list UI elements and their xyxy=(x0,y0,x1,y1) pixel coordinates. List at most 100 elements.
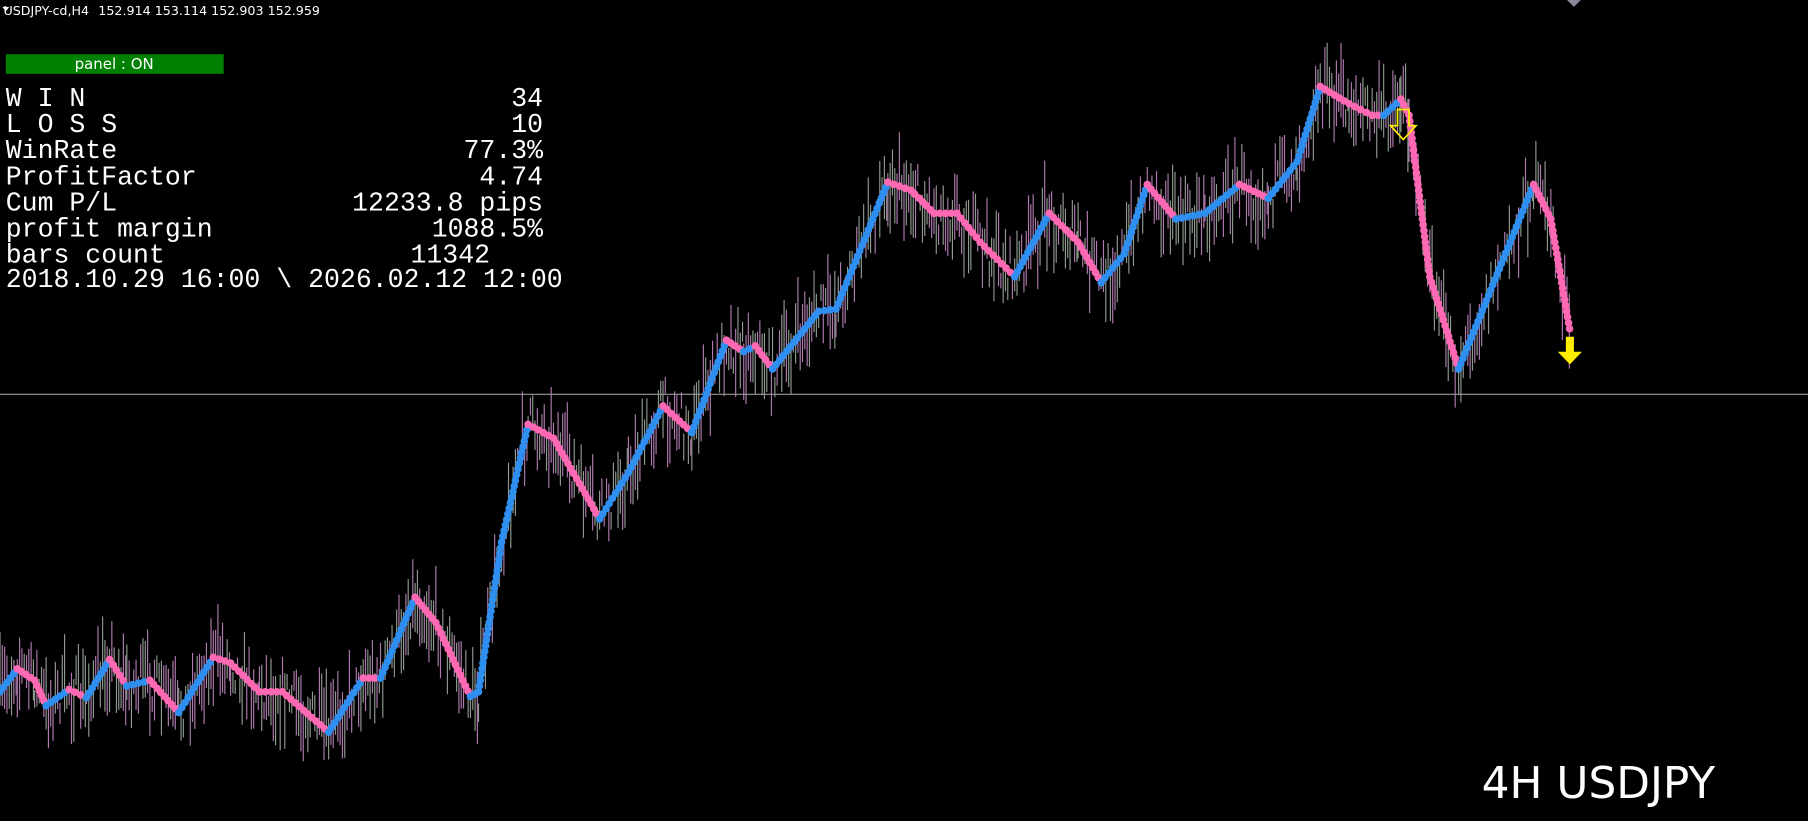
trend-dot xyxy=(489,590,498,598)
trend-dot xyxy=(76,691,85,699)
trend-dot xyxy=(1562,307,1571,316)
trend-dot xyxy=(1374,111,1382,120)
trend-dot xyxy=(1356,105,1365,114)
trend-dot xyxy=(481,641,490,650)
trend-dot xyxy=(826,306,835,314)
trend-dot xyxy=(947,209,956,218)
trend-dot xyxy=(134,679,143,688)
trend-dot xyxy=(370,674,379,682)
trend-dot xyxy=(935,209,944,218)
trend-dot xyxy=(1549,226,1557,235)
trend-dot xyxy=(255,688,264,696)
scroll-marker xyxy=(1567,0,1581,7)
trend-dot xyxy=(1368,111,1376,120)
trend-dot xyxy=(477,670,485,679)
stat-value: 11342 xyxy=(410,240,490,270)
symbol-name: USDJPY-cd,H4 xyxy=(3,3,89,18)
trend-dot xyxy=(1555,267,1564,275)
trend-dot xyxy=(65,685,73,694)
trend-dot xyxy=(1419,221,1427,229)
trend-dot xyxy=(482,636,491,644)
trend-dot xyxy=(496,549,504,558)
trend-dot xyxy=(487,607,495,615)
trend-dot xyxy=(1552,249,1561,258)
stat-label: W I N xyxy=(6,84,86,114)
trend-dot xyxy=(1413,174,1422,183)
trend-dot xyxy=(930,209,938,218)
trend-dot xyxy=(1554,261,1563,270)
trend-dot xyxy=(1561,301,1570,310)
trend-dot xyxy=(1415,192,1424,200)
trend-dot xyxy=(1550,238,1559,246)
trend-dot xyxy=(1362,108,1371,117)
trend-dot xyxy=(71,688,79,696)
trend-dot xyxy=(1183,212,1192,221)
trend-dot xyxy=(1418,215,1427,223)
trend-dot xyxy=(884,178,892,186)
stat-value: 4.74 xyxy=(479,162,543,192)
stats-panel: W I N 34 L O S S 10 WinRate 77.3% ProfitFactor… xyxy=(6,84,543,270)
trend-dot xyxy=(492,572,501,581)
trend-dot xyxy=(475,682,484,690)
ohlc-prices: 152.914 153.114 152.903 152.959 xyxy=(98,3,320,18)
trend-dot xyxy=(495,555,503,564)
trend-dot xyxy=(1178,214,1186,222)
trend-dot xyxy=(1408,134,1416,143)
trend-dot xyxy=(1411,163,1420,172)
trend-dot xyxy=(895,182,904,191)
trend-dot xyxy=(1407,128,1416,137)
trend-dot xyxy=(1172,215,1180,223)
panel-toggle-label[interactable]: panel : ON xyxy=(75,55,154,73)
trend-dot xyxy=(140,678,148,686)
trend-dot xyxy=(1416,197,1424,206)
price-bars xyxy=(0,42,1570,762)
trend-dot xyxy=(1412,169,1421,177)
trend-dot xyxy=(901,184,909,193)
stat-value: 1088.5% xyxy=(432,214,543,244)
stat-label: profit margin xyxy=(6,214,213,244)
date-range: 2018.10.29 16:00 \ 2026.02.12 12:00 xyxy=(6,265,563,295)
trend-dot xyxy=(486,613,494,621)
trend-dot xyxy=(1556,272,1565,281)
trend-dot xyxy=(1558,284,1567,293)
trend-dot xyxy=(1549,232,1558,241)
trend-dot xyxy=(484,624,493,633)
trend-dot xyxy=(1422,249,1431,258)
trend-dot xyxy=(221,657,229,665)
trend-dot xyxy=(483,630,492,638)
trend-dot xyxy=(1425,267,1433,275)
trend-dot xyxy=(493,566,502,575)
trend-dot xyxy=(487,601,496,610)
trend-dot xyxy=(1557,278,1566,287)
trend-dot xyxy=(128,680,137,689)
trend-dot xyxy=(1553,255,1562,264)
trend-dot xyxy=(1547,215,1555,223)
stat-value: 34 xyxy=(511,84,543,114)
trend-dot xyxy=(1414,186,1423,195)
trend-dot xyxy=(1564,319,1573,327)
stat-label: L O S S xyxy=(6,110,117,140)
trend-dot xyxy=(485,618,493,627)
trend-dot xyxy=(272,688,281,696)
trend-dot xyxy=(1424,261,1433,270)
trend-dot xyxy=(1414,180,1422,189)
trend-dot xyxy=(480,653,488,662)
symbol: USDJPY-cd,H4 152.914 153.114 152.903 152.… xyxy=(3,3,320,18)
trend-dot xyxy=(261,688,270,696)
trend-dot xyxy=(479,659,487,667)
panel-toggle-button[interactable] xyxy=(5,54,224,74)
trend-dot xyxy=(365,674,373,682)
trend-dot xyxy=(889,180,898,189)
sell-arrow-open xyxy=(1388,108,1418,141)
trend-dot xyxy=(1417,203,1425,212)
trend-dot xyxy=(814,307,823,316)
header-toggle[interactable] xyxy=(2,6,10,12)
trend-dot xyxy=(1421,238,1430,246)
trend-dot xyxy=(1411,157,1419,166)
trend-dot xyxy=(488,595,497,604)
trend-dot xyxy=(1422,244,1430,252)
trend-dot xyxy=(215,655,223,664)
trend-dot xyxy=(494,561,502,569)
trend-dot xyxy=(478,664,486,673)
trend-dot xyxy=(1547,221,1556,229)
